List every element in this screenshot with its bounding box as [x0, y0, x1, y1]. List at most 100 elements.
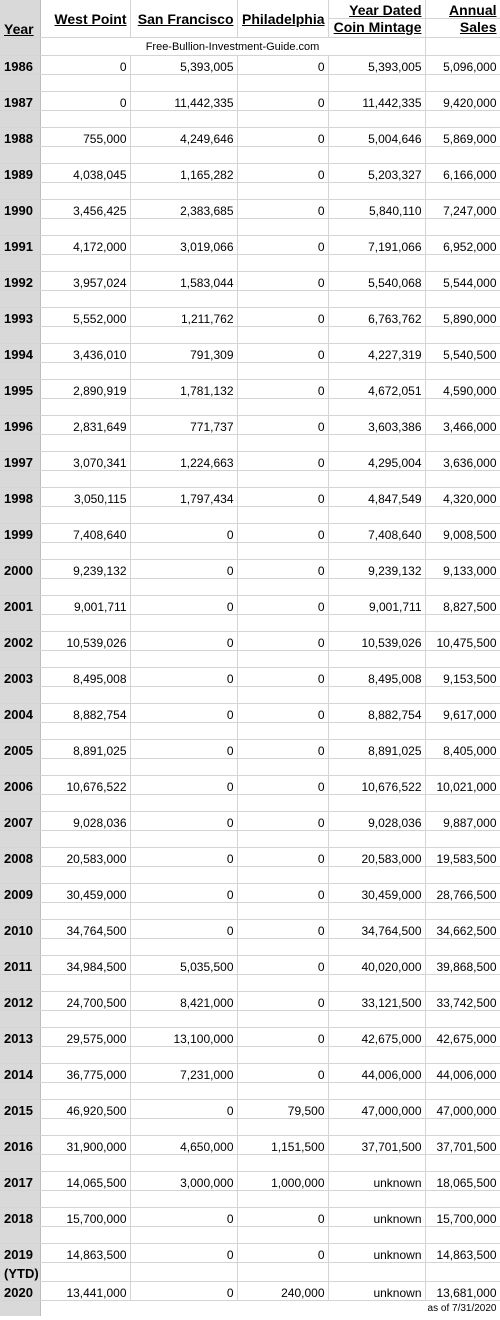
- west-point-cell[interactable]: 3,070,341: [40, 451, 131, 471]
- west-point-cell[interactable]: 3,957,024: [40, 271, 131, 291]
- philadelphia-cell[interactable]: 0: [237, 271, 329, 291]
- annual-sales-cell[interactable]: 5,540,500: [425, 343, 500, 363]
- empty-cell[interactable]: [328, 722, 426, 740]
- west-point-cell[interactable]: 2,831,649: [40, 415, 131, 435]
- annual-sales-cell[interactable]: 42,675,000: [425, 1027, 500, 1047]
- annual-sales-cell[interactable]: 7,247,000: [425, 199, 500, 219]
- empty-cell[interactable]: [40, 1046, 131, 1064]
- philadelphia-cell[interactable]: 0: [237, 667, 329, 687]
- empty-cell[interactable]: [328, 974, 426, 992]
- empty-cell[interactable]: [425, 362, 500, 380]
- empty-cell[interactable]: [237, 434, 329, 452]
- san-francisco-cell[interactable]: 1,165,282: [130, 163, 238, 183]
- san-francisco-cell[interactable]: 7,231,000: [130, 1063, 238, 1083]
- san-francisco-cell[interactable]: 13,100,000: [130, 1027, 238, 1047]
- west-point-cell[interactable]: 9,028,036: [40, 811, 131, 831]
- philadelphia-cell[interactable]: 0: [237, 55, 329, 75]
- empty-cell[interactable]: [425, 650, 500, 668]
- empty-cell[interactable]: [425, 218, 500, 236]
- year-dated-mintage-cell[interactable]: 7,408,640: [328, 523, 426, 543]
- san-francisco-cell[interactable]: 0: [130, 631, 238, 651]
- west-point-cell[interactable]: 3,436,010: [40, 343, 131, 363]
- empty-cell[interactable]: [130, 470, 238, 488]
- west-point-cell[interactable]: 29,575,000: [40, 1027, 131, 1047]
- west-point-cell[interactable]: 46,920,500: [40, 1099, 131, 1119]
- year-cell[interactable]: 1999: [0, 523, 41, 543]
- year-dated-mintage-cell[interactable]: 5,840,110: [328, 199, 426, 219]
- empty-cell[interactable]: [130, 1262, 238, 1282]
- empty-cell[interactable]: [0, 614, 41, 632]
- year-cell[interactable]: 2003: [0, 667, 41, 687]
- philadelphia-cell[interactable]: 0: [237, 1027, 329, 1047]
- empty-cell[interactable]: [237, 650, 329, 668]
- empty-cell[interactable]: [328, 398, 426, 416]
- year-cell[interactable]: 2008: [0, 847, 41, 867]
- empty-cell[interactable]: [328, 1190, 426, 1208]
- empty-cell[interactable]: [40, 758, 131, 776]
- san-francisco-cell[interactable]: 0: [130, 739, 238, 759]
- annual-sales-cell[interactable]: 37,701,500: [425, 1135, 500, 1155]
- philadelphia-cell[interactable]: 1,000,000: [237, 1171, 329, 1191]
- empty-cell[interactable]: [237, 1190, 329, 1208]
- empty-cell[interactable]: [40, 722, 131, 740]
- san-francisco-cell[interactable]: 5,393,005: [130, 55, 238, 75]
- philadelphia-cell[interactable]: 0: [237, 631, 329, 651]
- empty-cell[interactable]: [425, 1010, 500, 1028]
- empty-cell[interactable]: [0, 686, 41, 704]
- empty-cell[interactable]: [237, 578, 329, 596]
- empty-cell[interactable]: [328, 326, 426, 344]
- empty-cell[interactable]: [328, 506, 426, 524]
- annual-sales-cell[interactable]: 3,466,000: [425, 415, 500, 435]
- san-francisco-cell[interactable]: 0: [130, 1243, 238, 1263]
- empty-cell[interactable]: [237, 1046, 329, 1064]
- year-dated-mintage-cell[interactable]: 37,701,500: [328, 1135, 426, 1155]
- empty-cell[interactable]: [328, 578, 426, 596]
- year-cell[interactable]: 2011: [0, 955, 41, 975]
- year-dated-mintage-cell[interactable]: 10,539,026: [328, 631, 426, 651]
- year-dated-mintage-cell[interactable]: 9,028,036: [328, 811, 426, 831]
- san-francisco-cell[interactable]: 3,019,066: [130, 235, 238, 255]
- source-label[interactable]: Free-Bullion-Investment-Guide.com: [40, 37, 426, 56]
- empty-cell[interactable]: [130, 110, 238, 128]
- empty-cell[interactable]: [425, 1154, 500, 1172]
- empty-cell[interactable]: [130, 362, 238, 380]
- annual-sales-cell[interactable]: 14,863,500: [425, 1243, 500, 1263]
- empty-cell[interactable]: [130, 218, 238, 236]
- empty-cell[interactable]: [130, 182, 238, 200]
- empty-cell[interactable]: [130, 650, 238, 668]
- year-dated-mintage-cell[interactable]: 5,393,005: [328, 55, 426, 75]
- empty-cell[interactable]: [40, 1154, 131, 1172]
- empty-cell[interactable]: [0, 866, 41, 884]
- year-cell[interactable]: 2018: [0, 1207, 41, 1227]
- year-cell[interactable]: 2012: [0, 991, 41, 1011]
- year-dated-mintage-cell[interactable]: 6,763,762: [328, 307, 426, 327]
- annual-sales-cell[interactable]: 9,887,000: [425, 811, 500, 831]
- empty-cell[interactable]: [237, 362, 329, 380]
- year-cell[interactable]: 1987: [0, 91, 41, 111]
- san-francisco-cell[interactable]: 0: [130, 775, 238, 795]
- empty-cell[interactable]: [0, 326, 41, 344]
- as-of-note[interactable]: as of 7/31/2020: [40, 1300, 500, 1316]
- year-cell[interactable]: 2001: [0, 595, 41, 615]
- empty-cell[interactable]: [130, 686, 238, 704]
- empty-cell[interactable]: [130, 722, 238, 740]
- philadelphia-cell[interactable]: 0: [237, 955, 329, 975]
- empty-cell[interactable]: [425, 938, 500, 956]
- philadelphia-cell[interactable]: 0: [237, 919, 329, 939]
- year-cell[interactable]: 1997: [0, 451, 41, 471]
- empty-cell[interactable]: [130, 902, 238, 920]
- philadelphia-cell[interactable]: 79,500: [237, 1099, 329, 1119]
- empty-cell[interactable]: [130, 578, 238, 596]
- empty-cell[interactable]: [237, 506, 329, 524]
- empty-cell[interactable]: [328, 938, 426, 956]
- year-cell[interactable]: 2004: [0, 703, 41, 723]
- empty-cell[interactable]: [130, 794, 238, 812]
- philadelphia-cell[interactable]: 0: [237, 1207, 329, 1227]
- year-cell[interactable]: 2002: [0, 631, 41, 651]
- year-dated-mintage-cell[interactable]: 10,676,522: [328, 775, 426, 795]
- empty-cell[interactable]: [425, 110, 500, 128]
- philadelphia-cell[interactable]: 0: [237, 451, 329, 471]
- empty-cell[interactable]: [237, 326, 329, 344]
- philadelphia-cell[interactable]: 0: [237, 1243, 329, 1263]
- annual-sales-cell[interactable]: 5,890,000: [425, 307, 500, 327]
